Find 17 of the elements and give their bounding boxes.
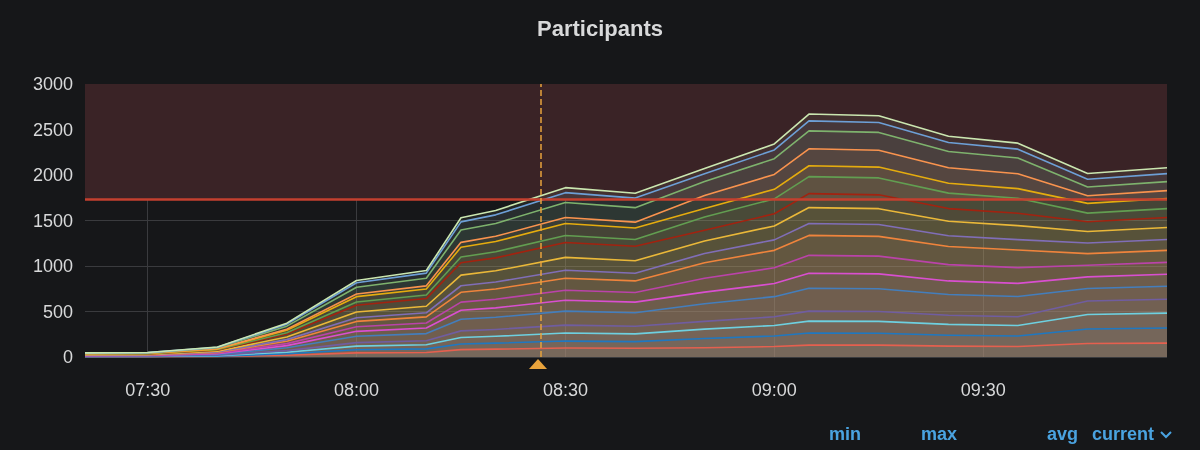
y-tick-label: 1500	[32, 210, 73, 231]
y-tick-label: 500	[42, 301, 73, 322]
x-tick-label: 07:30	[125, 380, 171, 400]
y-tick-label: 0	[62, 347, 73, 367]
text: min	[828, 424, 861, 445]
text: avg	[1046, 424, 1078, 445]
y-tick-label: 2500	[32, 119, 73, 140]
chart-title: Participants	[537, 15, 663, 41]
y-tick-label: 2000	[32, 165, 73, 185]
text: max	[920, 424, 957, 445]
x-tick-label: 09:30	[960, 380, 1006, 400]
y-tick-label: 1000	[32, 256, 73, 276]
y-tick-label: 3000	[32, 74, 73, 94]
x-tick-label: 08:30	[542, 380, 588, 400]
x-tick-label: 08:00	[334, 380, 380, 400]
x-tick-label: 09:00	[751, 380, 797, 400]
text: current	[1091, 424, 1154, 445]
